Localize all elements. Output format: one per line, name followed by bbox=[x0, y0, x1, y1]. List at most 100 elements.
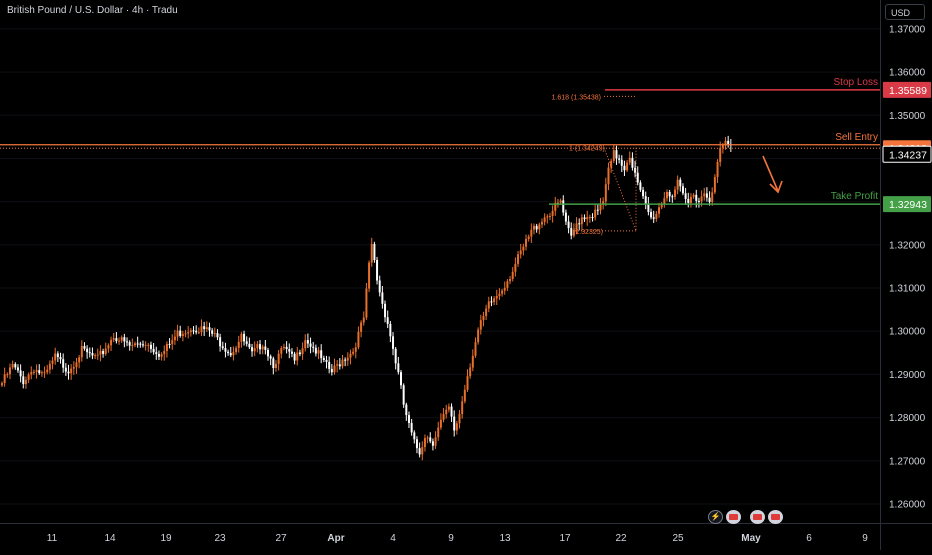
candle bbox=[349, 349, 352, 365]
candle bbox=[535, 223, 538, 233]
lightning-icon[interactable]: ⚡ bbox=[708, 510, 723, 524]
candle-body bbox=[165, 343, 168, 352]
candle-body bbox=[357, 331, 360, 348]
candle bbox=[386, 310, 389, 329]
candle bbox=[655, 211, 658, 222]
candle bbox=[35, 364, 38, 379]
flag-icon[interactable] bbox=[750, 510, 765, 524]
y-tick-label: 1.32000 bbox=[889, 240, 926, 251]
projection-arrow bbox=[762, 155, 779, 192]
candle-body bbox=[434, 437, 437, 446]
candle bbox=[572, 223, 575, 238]
candle-body bbox=[439, 419, 442, 428]
candle bbox=[43, 366, 46, 378]
currency-button[interactable]: USD bbox=[885, 4, 925, 20]
candle-body bbox=[487, 301, 490, 309]
candle-body bbox=[586, 217, 589, 220]
candle-body bbox=[115, 338, 118, 342]
candle-body bbox=[415, 439, 418, 449]
candle bbox=[261, 344, 264, 355]
candle-body bbox=[134, 343, 136, 346]
candle-body bbox=[187, 332, 190, 334]
candle bbox=[179, 325, 182, 338]
candle-body bbox=[3, 374, 6, 384]
candle bbox=[463, 384, 466, 404]
candle-body bbox=[248, 343, 251, 348]
current-price-tag-bg bbox=[882, 145, 932, 163]
candle-body bbox=[423, 438, 426, 448]
candle bbox=[681, 183, 684, 196]
candle-body bbox=[197, 332, 200, 334]
candle bbox=[165, 341, 168, 358]
candle bbox=[38, 364, 41, 375]
candle-body bbox=[599, 204, 602, 211]
x-tick-label: 4 bbox=[390, 533, 396, 544]
candle bbox=[482, 311, 485, 327]
candle bbox=[64, 363, 67, 376]
candle bbox=[548, 212, 551, 221]
candle-body bbox=[67, 371, 70, 374]
candle bbox=[293, 351, 296, 365]
candle-body bbox=[14, 364, 17, 368]
candle bbox=[719, 141, 722, 167]
candle bbox=[171, 334, 174, 350]
candle bbox=[67, 364, 70, 380]
candle-body bbox=[181, 334, 184, 336]
candle bbox=[384, 300, 387, 323]
candle-body bbox=[604, 184, 607, 202]
candle-body bbox=[556, 202, 559, 204]
candle-body bbox=[410, 422, 413, 433]
candle-body bbox=[171, 340, 174, 345]
time-axis-bg[interactable] bbox=[0, 523, 880, 550]
candle bbox=[54, 347, 57, 365]
y-tick-label: 1.28000 bbox=[889, 413, 926, 424]
candle-body bbox=[684, 193, 687, 199]
candle-body bbox=[11, 364, 14, 368]
candle-body bbox=[607, 167, 610, 185]
candle bbox=[551, 205, 554, 223]
candle bbox=[46, 364, 49, 375]
candle bbox=[3, 367, 6, 387]
candle-body bbox=[235, 347, 238, 353]
x-tick-label: 27 bbox=[275, 533, 287, 544]
candle bbox=[131, 338, 134, 351]
candle bbox=[540, 218, 543, 228]
candle-body bbox=[112, 338, 115, 340]
candle bbox=[644, 191, 647, 210]
candle bbox=[277, 349, 280, 371]
candle-body bbox=[721, 145, 724, 148]
flag-icon[interactable] bbox=[768, 510, 783, 524]
candle-body bbox=[535, 225, 538, 230]
candle bbox=[413, 430, 416, 444]
candle bbox=[160, 352, 163, 361]
flag-icon[interactable] bbox=[726, 510, 741, 524]
candle-body bbox=[551, 210, 554, 216]
candle-body bbox=[322, 358, 325, 361]
time-axis[interactable]: 11 14 19 23 27 Apr 4 9 13 17 22 25 May 6 9 bbox=[0, 523, 932, 550]
candle-body bbox=[666, 192, 668, 199]
candle bbox=[442, 408, 445, 423]
candle bbox=[450, 403, 453, 422]
candle-body bbox=[349, 353, 352, 358]
candle-body bbox=[413, 432, 416, 440]
candle-body bbox=[6, 374, 9, 376]
candle bbox=[86, 345, 89, 359]
candle bbox=[689, 193, 692, 208]
candle-body bbox=[51, 360, 54, 364]
candle-body bbox=[397, 363, 400, 373]
candle bbox=[203, 321, 206, 336]
candle bbox=[378, 275, 381, 297]
candle bbox=[280, 346, 283, 359]
candle bbox=[666, 189, 668, 202]
candle bbox=[274, 360, 277, 372]
candle-body bbox=[19, 370, 22, 377]
candle-body bbox=[689, 196, 692, 203]
candle-body bbox=[636, 172, 639, 183]
candle bbox=[144, 341, 147, 351]
candle-body bbox=[330, 368, 333, 373]
fib-0-label: (1.32325) bbox=[573, 229, 603, 236]
candle bbox=[501, 288, 504, 297]
candle bbox=[583, 214, 586, 222]
